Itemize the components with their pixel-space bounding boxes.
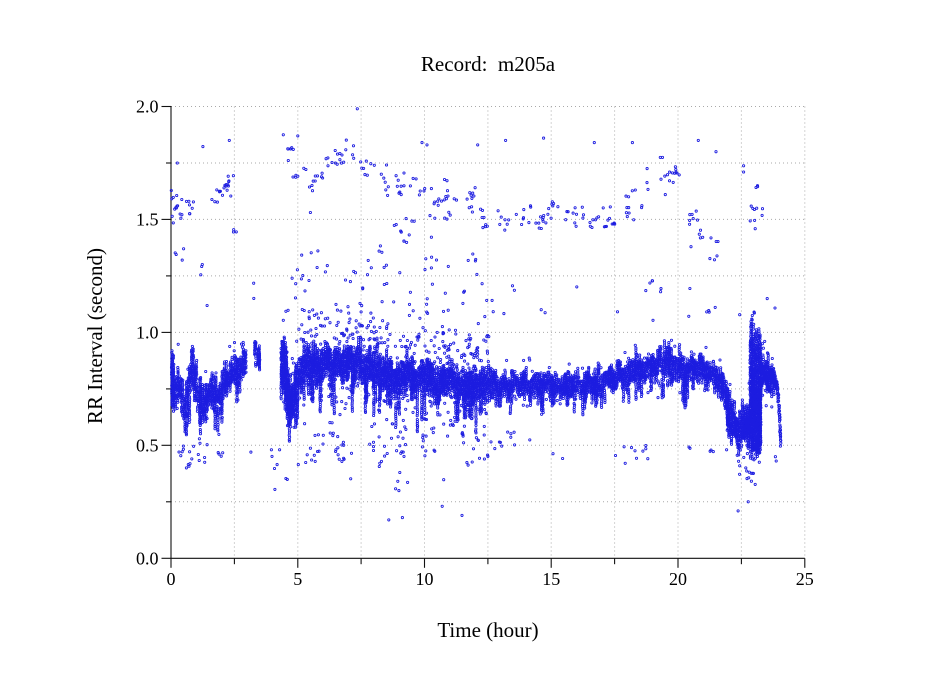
svg-text:20: 20 xyxy=(669,569,687,589)
svg-text:0.0: 0.0 xyxy=(136,549,159,569)
svg-text:15: 15 xyxy=(542,569,560,589)
svg-text:2.0: 2.0 xyxy=(136,97,159,117)
svg-text:25: 25 xyxy=(796,569,814,589)
svg-text:0: 0 xyxy=(167,569,176,589)
svg-text:10: 10 xyxy=(416,569,434,589)
svg-text:Record: m205a: Record: m205a xyxy=(421,52,556,76)
svg-text:5: 5 xyxy=(293,569,302,589)
svg-text:1.5: 1.5 xyxy=(136,210,159,230)
svg-text:RR Interval (second): RR Interval (second) xyxy=(83,248,107,424)
svg-text:0.5: 0.5 xyxy=(136,436,159,456)
svg-text:1.0: 1.0 xyxy=(136,323,159,343)
svg-text:Time (hour): Time (hour) xyxy=(437,618,538,642)
